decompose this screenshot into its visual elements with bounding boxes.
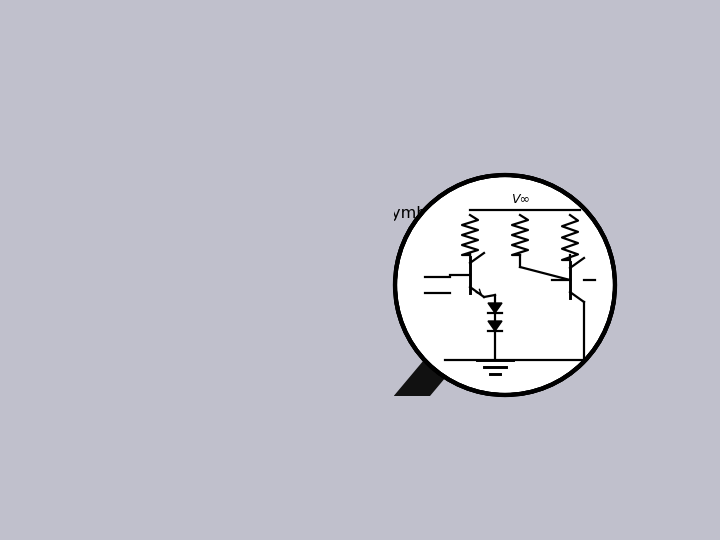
Polygon shape [287,527,301,539]
Polygon shape [488,321,502,331]
Bar [0,512,720,540]
Polygon shape [196,529,208,539]
Polygon shape [472,528,485,539]
Text: Each of these is composed of resistors, capacitors, diodes,
transistors and wire: Each of these is composed of resistors, … [30,98,517,154]
Polygon shape [275,525,287,539]
Polygon shape [40,526,49,539]
Bar [394,0,616,174]
Text: Digital logic gates (cont’d): Digital logic gates (cont’d) [328,35,720,63]
Polygon shape [366,529,380,539]
Polygon shape [682,526,696,539]
Polygon shape [551,524,564,539]
Polygon shape [488,303,502,313]
Polygon shape [617,528,629,539]
Polygon shape [63,525,78,539]
Polygon shape [341,525,354,539]
Polygon shape [695,524,709,539]
Polygon shape [589,524,605,539]
Polygon shape [0,529,12,539]
Polygon shape [356,527,364,539]
Polygon shape [379,526,393,539]
Polygon shape [563,527,577,539]
Polygon shape [300,527,315,539]
Polygon shape [129,526,144,539]
Polygon shape [236,525,247,539]
Wedge shape [85,331,109,379]
Text: 13: 13 [696,519,712,532]
Polygon shape [212,320,287,390]
Polygon shape [407,530,418,539]
Bar [57,331,85,379]
Text: Put it in a box and label it with a schematic symbol (modular
design): Put it in a box and label it with a sche… [30,206,519,241]
Polygon shape [249,526,261,539]
Polygon shape [709,530,720,539]
Polygon shape [629,524,643,539]
Polygon shape [525,529,537,539]
Polygon shape [168,526,183,539]
Polygon shape [642,529,656,539]
Polygon shape [392,523,406,539]
Polygon shape [79,528,89,539]
Bar [0,0,394,540]
Polygon shape [89,528,104,539]
Polygon shape [11,527,25,539]
Circle shape [395,175,615,395]
Polygon shape [446,524,458,539]
Polygon shape [657,530,668,539]
Text: TECH OPS: TECH OPS [30,20,115,35]
Polygon shape [25,523,37,539]
Text: Mountain Region: Mountain Region [31,43,114,52]
Polygon shape [602,530,617,539]
Text: V∞: V∞ [510,193,529,206]
Polygon shape [577,524,590,539]
Polygon shape [210,528,222,539]
Polygon shape [670,524,682,539]
Bar [0,0,720,75]
Polygon shape [262,527,274,539]
Polygon shape [183,525,195,539]
Bar [394,396,616,540]
Polygon shape [104,529,116,539]
Polygon shape [221,528,236,539]
Polygon shape [51,528,64,539]
Polygon shape [119,523,128,539]
Polygon shape [485,525,498,539]
Polygon shape [420,526,431,539]
Polygon shape [460,524,470,539]
Text: ASU MAT 591: Opportunities in Industry: ASU MAT 591: Opportunities in Industry [300,8,493,18]
Polygon shape [143,528,156,539]
Polygon shape [512,528,523,539]
Polygon shape [431,523,446,539]
Polygon shape [158,524,168,539]
Polygon shape [499,529,510,539]
Polygon shape [328,527,340,539]
Polygon shape [313,529,328,539]
Bar [0,0,145,75]
Polygon shape [537,527,552,539]
